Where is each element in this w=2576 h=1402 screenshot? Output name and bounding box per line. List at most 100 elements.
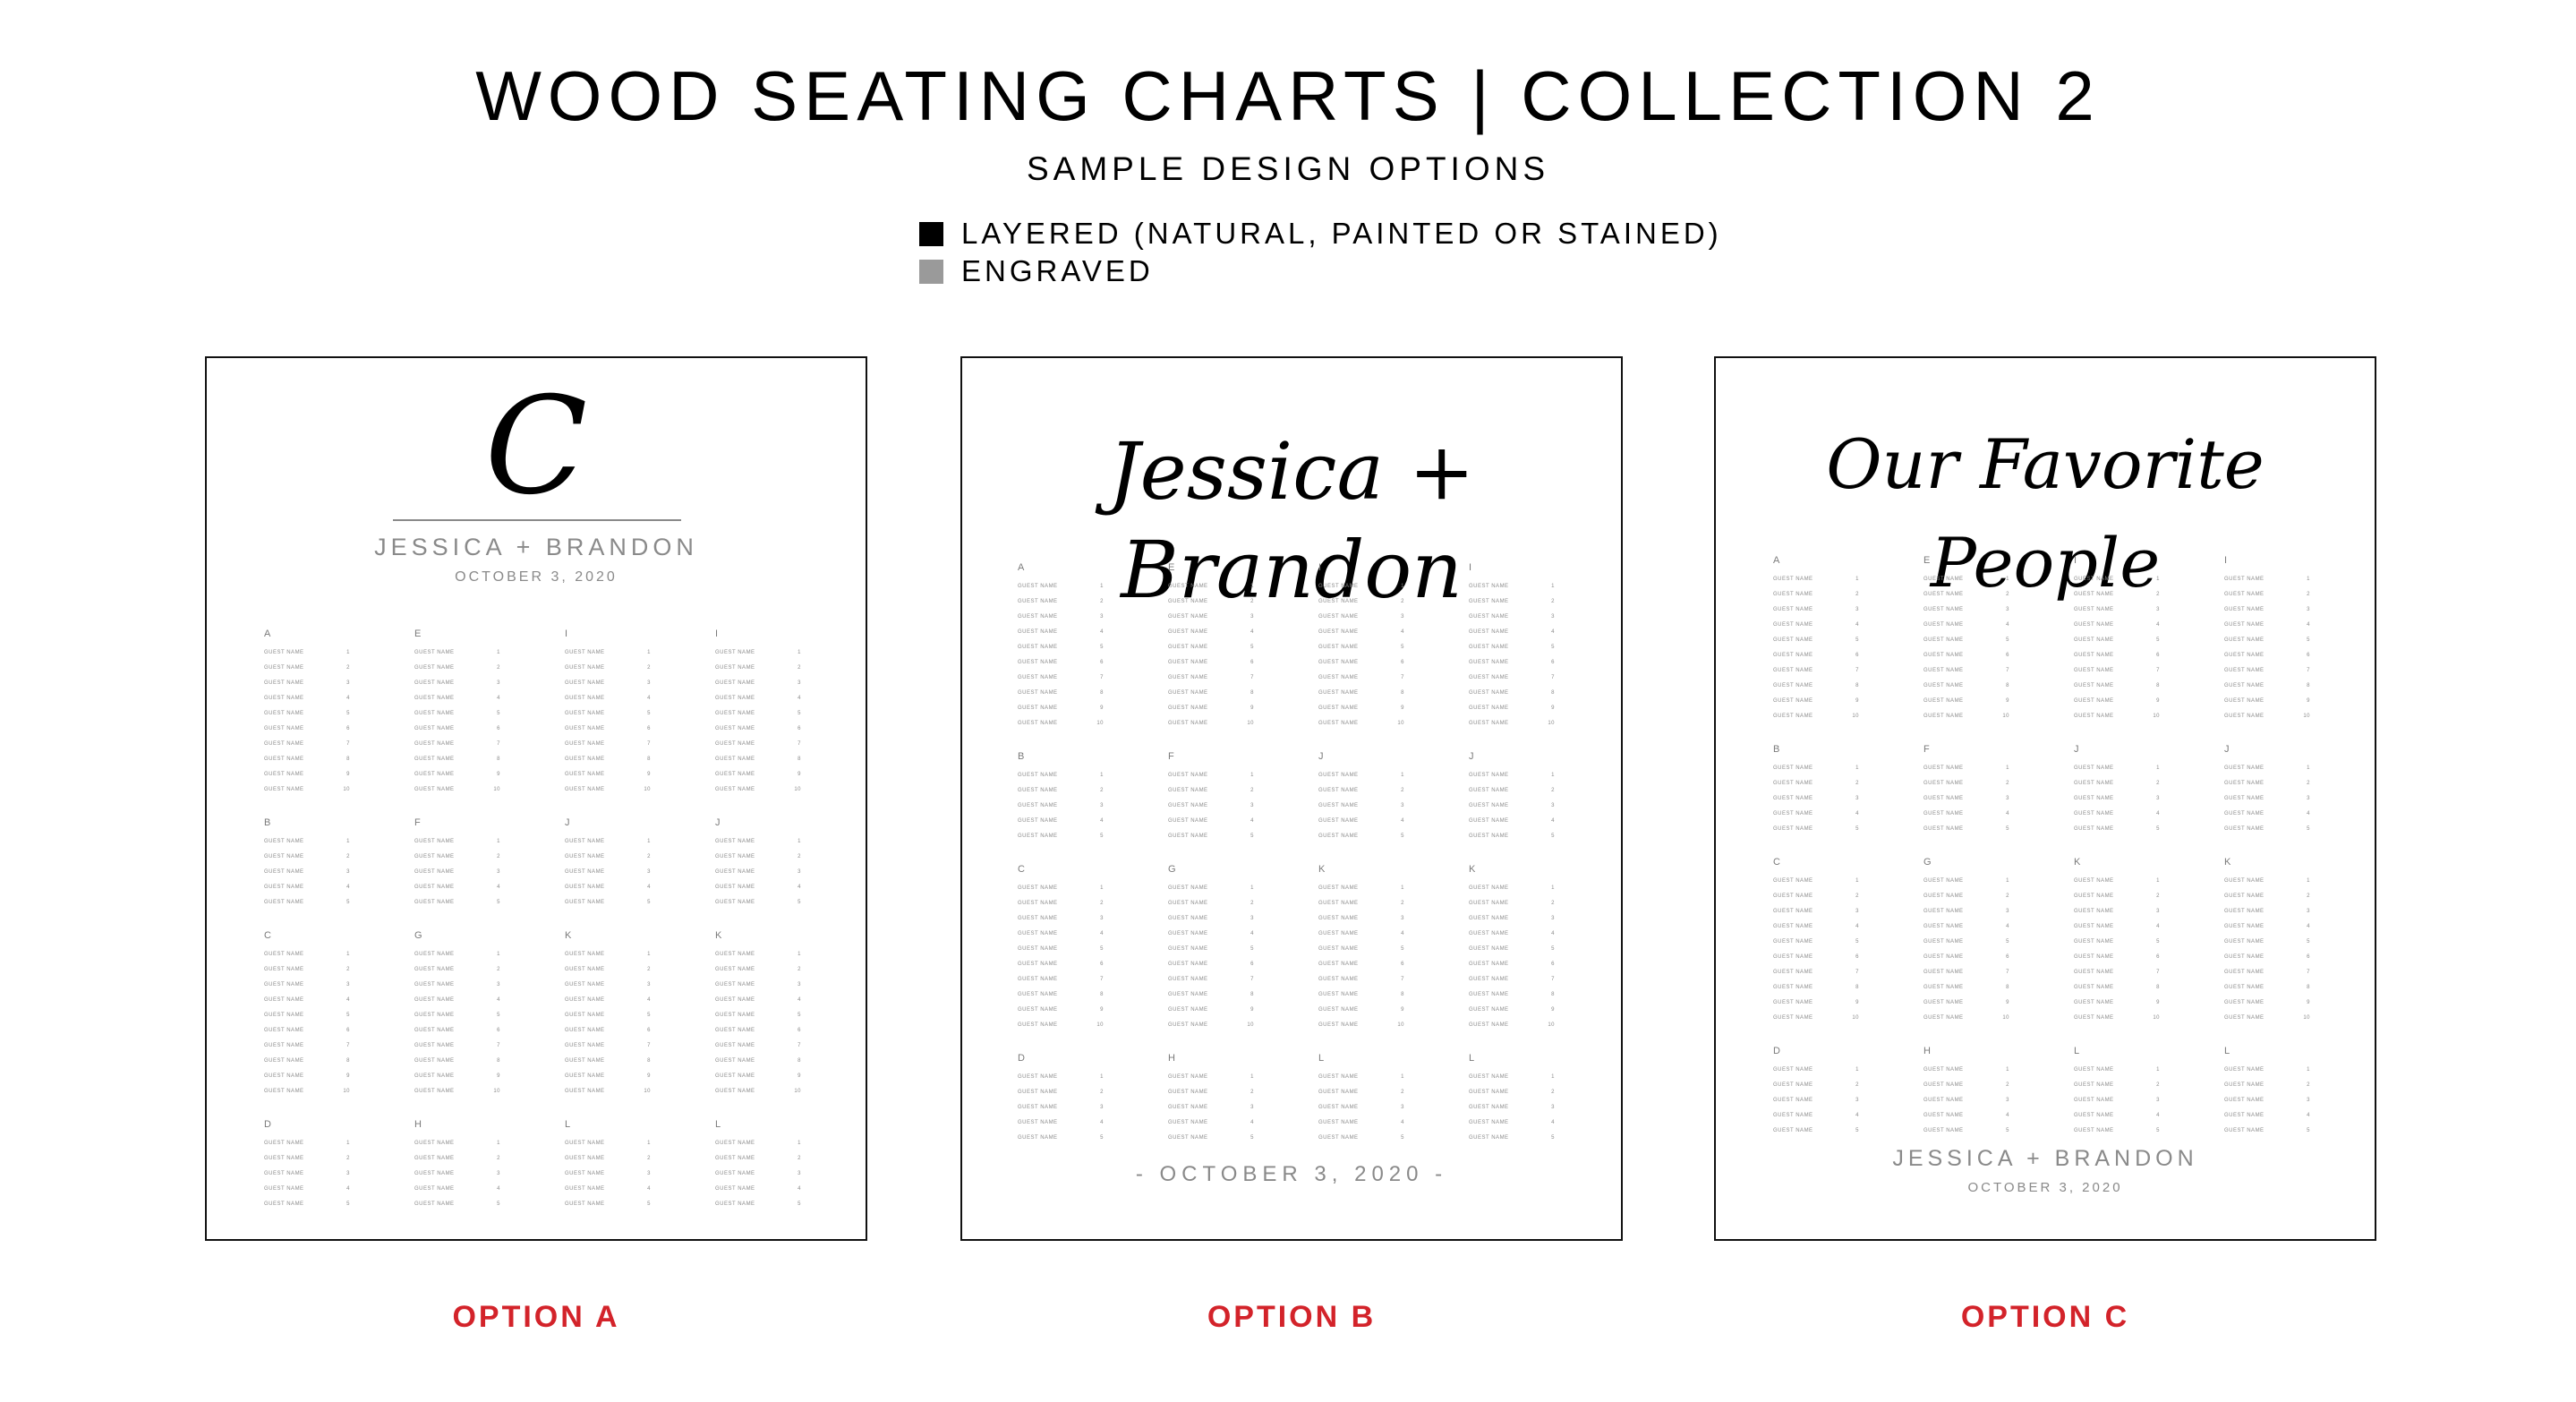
guest-name: GUEST NAME <box>2074 1113 2114 1118</box>
seat-number: 10 <box>2153 714 2160 719</box>
guest-row: GUEST NAME 4 <box>1773 618 1859 633</box>
table-letter: E <box>1168 562 1176 573</box>
guest-row: GUEST NAME 5 <box>1773 633 1859 648</box>
seat-number: 4 <box>346 997 350 1003</box>
guest-name: GUEST NAME <box>1923 1000 1964 1005</box>
guest-row: GUEST NAME 3 <box>1018 799 1104 814</box>
guest-row: GUEST NAME 4 <box>1923 919 2009 935</box>
guest-row: GUEST NAME 9 <box>264 767 350 782</box>
guest-name: GUEST NAME <box>1168 660 1208 665</box>
seat-number: 9 <box>2006 698 2009 704</box>
guest-row: GUEST NAME 5 <box>1469 829 1555 844</box>
seat-number: 4 <box>346 696 350 701</box>
guest-name: GUEST NAME <box>1168 705 1208 711</box>
guest-name: GUEST NAME <box>414 1043 455 1048</box>
guest-name: GUEST NAME <box>2224 668 2265 673</box>
guest-name: GUEST NAME <box>1469 901 1509 906</box>
guest-row: GUEST NAME 3 <box>1168 799 1254 814</box>
seat-number: 6 <box>1855 653 1859 658</box>
guest-row: GUEST NAME 5 <box>2224 1124 2310 1139</box>
guest-row: GUEST NAME 3 <box>1923 603 2009 618</box>
table-block: J GUEST NAME 1 GUEST NAME 2 GUEST NAME 3 GUEST … <box>2074 744 2160 837</box>
table-letter: L <box>715 1119 722 1130</box>
guest-name: GUEST NAME <box>414 772 455 777</box>
guest-name: GUEST NAME <box>2074 1128 2114 1133</box>
guest-row: GUEST NAME 9 <box>1469 701 1555 716</box>
guest-row: GUEST NAME 2 <box>1168 594 1254 610</box>
guest-row: GUEST NAME 5 <box>1168 942 1254 957</box>
guest-name: GUEST NAME <box>1168 1074 1208 1080</box>
table-block: K GUEST NAME 1 GUEST NAME 2 GUEST NAME 3 GUEST … <box>2224 857 2310 1026</box>
monogram: C <box>484 369 588 525</box>
guest-row: GUEST NAME 2 <box>1168 896 1254 911</box>
guest-row: GUEST NAME 3 <box>1318 911 1404 927</box>
seat-number: 3 <box>1401 916 1404 921</box>
guest-name: GUEST NAME <box>264 1058 304 1064</box>
guest-name: GUEST NAME <box>1923 765 1964 771</box>
guest-row: GUEST NAME 3 <box>1469 610 1555 625</box>
seat-number: 9 <box>346 772 350 777</box>
seat-number: 2 <box>1855 1082 1859 1088</box>
guest-row: GUEST NAME 3 <box>1318 610 1404 625</box>
seat-number: 7 <box>2156 668 2160 673</box>
seat-number: 1 <box>798 1141 801 1146</box>
guest-name: GUEST NAME <box>2074 811 2114 816</box>
table-letter: C <box>1773 857 1781 868</box>
guest-row: GUEST NAME 1 <box>565 834 651 850</box>
guest-name: GUEST NAME <box>414 1028 455 1033</box>
guest-name: GUEST NAME <box>1318 962 1359 967</box>
seat-number: 4 <box>2307 1113 2310 1118</box>
seat-number: 9 <box>2307 698 2310 704</box>
guest-name: GUEST NAME <box>414 1013 455 1018</box>
guest-row: GUEST NAME 10 <box>1318 716 1404 731</box>
seat-number: 3 <box>798 869 801 875</box>
table-letter: G <box>414 930 423 941</box>
guest-row: GUEST NAME 2 <box>264 661 350 676</box>
table-letter: I <box>565 628 569 639</box>
seat-number: 8 <box>1855 985 1859 990</box>
seat-number: 2 <box>1100 1090 1104 1095</box>
table-grid: A GUEST NAME 1 GUEST NAME 2 GUEST NAME 3 GUEST … <box>1773 555 2310 1158</box>
guest-name: GUEST NAME <box>1469 675 1509 680</box>
seat-number: 5 <box>2307 637 2310 643</box>
seat-number: 6 <box>1100 962 1104 967</box>
guest-name: GUEST NAME <box>1318 599 1359 604</box>
guest-name: GUEST NAME <box>1018 721 1058 726</box>
seat-number: 2 <box>2307 781 2310 786</box>
guest-row: GUEST NAME 5 <box>1018 829 1104 844</box>
guest-row: GUEST NAME 9 <box>1773 694 1859 709</box>
guest-name: GUEST NAME <box>2074 683 2114 688</box>
guest-name: GUEST NAME <box>2224 811 2265 816</box>
guest-row: GUEST NAME 4 <box>1469 927 1555 942</box>
seat-number: 2 <box>2006 893 2009 899</box>
guest-row: GUEST NAME 1 <box>2224 761 2310 776</box>
guest-row: GUEST NAME 3 <box>264 676 350 691</box>
guest-row: GUEST NAME 9 <box>1018 1003 1104 1018</box>
seat-number: 1 <box>1401 885 1404 891</box>
guest-name: GUEST NAME <box>414 997 455 1003</box>
table-letter: I <box>2074 555 2078 566</box>
seat-number: 10 <box>1397 1022 1404 1028</box>
table-letter: F <box>414 817 422 828</box>
seat-number: 4 <box>346 885 350 890</box>
guest-name: GUEST NAME <box>1923 811 1964 816</box>
guest-row: GUEST NAME 5 <box>1469 1131 1555 1146</box>
guest-row: GUEST NAME 3 <box>1923 904 2009 919</box>
table-block: I GUEST NAME 1 GUEST NAME 2 GUEST NAME 3 GUEST … <box>715 628 801 798</box>
guest-name: GUEST NAME <box>1773 1082 1813 1088</box>
guest-name: GUEST NAME <box>1469 1135 1509 1141</box>
guest-row: GUEST NAME 2 <box>1018 783 1104 799</box>
guest-row: GUEST NAME 6 <box>1923 648 2009 663</box>
guest-row: GUEST NAME 10 <box>414 782 500 798</box>
seat-number: 8 <box>1855 683 1859 688</box>
guest-name: GUEST NAME <box>715 1073 755 1079</box>
guest-name: GUEST NAME <box>1923 1128 1964 1133</box>
guest-name: GUEST NAME <box>1168 584 1208 589</box>
guest-row: GUEST NAME 1 <box>1923 874 2009 889</box>
seat-number: 10 <box>1852 1015 1859 1021</box>
guest-name: GUEST NAME <box>565 665 605 671</box>
guest-row: GUEST NAME 7 <box>1318 671 1404 686</box>
guest-name: GUEST NAME <box>414 952 455 957</box>
seat-number: 2 <box>497 1156 500 1161</box>
seat-number: 4 <box>1401 931 1404 936</box>
